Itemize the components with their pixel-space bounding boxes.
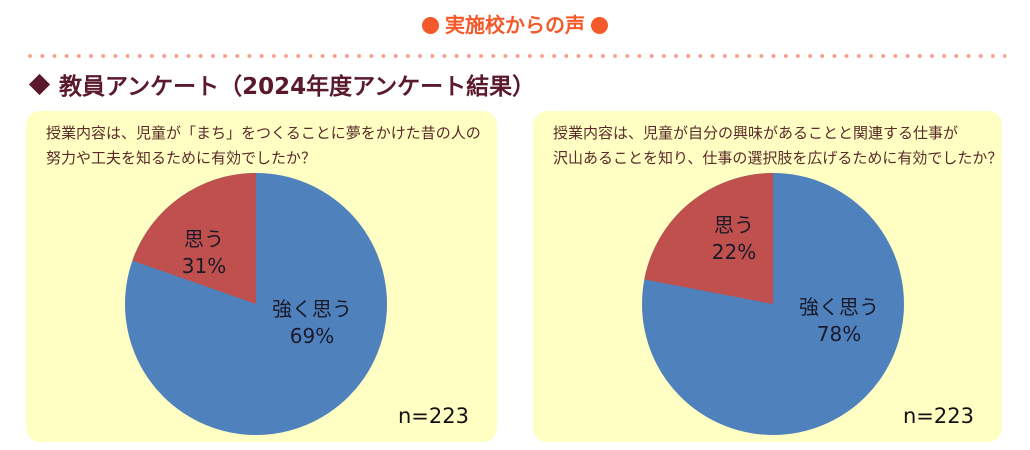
- slice-agree: [644, 173, 773, 304]
- question-text: 授業内容は、児童が自分の興味があることと関連する仕事が 沢山あることを知り、仕事…: [553, 121, 1002, 171]
- pie-chart-2: 思う 22% 強く思う 78%: [641, 172, 905, 436]
- dotted-divider: [24, 53, 1006, 59]
- question-text: 授業内容は、児童が「まち」をつくることに夢をかけた昔の人の 努力や工夫を知るため…: [46, 121, 481, 171]
- slice-category: 強く思う: [272, 297, 352, 321]
- slice-label-strongly-agree: 強く思う 78%: [779, 294, 899, 348]
- pie-svg: [642, 173, 904, 435]
- section-title-text: 実施校からの声: [445, 13, 585, 37]
- sample-size: n=223: [398, 404, 469, 428]
- slice-category: 強く思う: [799, 295, 879, 319]
- pie-chart-1: 思う 31% 強く思う 69%: [124, 172, 388, 436]
- diamond-icon: [28, 73, 51, 96]
- question-line-1: 授業内容は、児童が「まち」をつくることに夢をかけた昔の人の: [46, 124, 481, 142]
- slice-percent: 78%: [816, 322, 862, 346]
- slice-label-strongly-agree: 強く思う 69%: [252, 296, 372, 350]
- page-heading: 教員アンケート（2024年度アンケート結果）: [28, 70, 535, 104]
- slice-percent: 22%: [711, 240, 757, 264]
- slice-category: 思う: [184, 227, 224, 251]
- slice-percent: 69%: [289, 324, 335, 348]
- slice-category: 思う: [714, 213, 754, 237]
- orange-dot-icon: [591, 17, 608, 34]
- slice-agree: [132, 173, 256, 304]
- slice-label-agree: 思う 22%: [689, 212, 779, 266]
- orange-dot-icon: [422, 17, 439, 34]
- survey-panel-1: 授業内容は、児童が「まち」をつくることに夢をかけた昔の人の 努力や工夫を知るため…: [26, 111, 497, 442]
- slice-percent: 31%: [181, 254, 227, 278]
- question-line-2: 沢山あることを知り、仕事の選択肢を広げるために有効でしたか？: [553, 149, 1003, 167]
- question-line-1: 授業内容は、児童が自分の興味があることと関連する仕事が: [553, 124, 959, 142]
- section-title: 実施校からの声: [0, 10, 1030, 40]
- question-line-2: 努力や工夫を知るために有効でしたか？: [46, 149, 317, 167]
- heading-text: 教員アンケート（2024年度アンケート結果）: [59, 74, 536, 100]
- slice-label-agree: 思う 31%: [152, 226, 256, 280]
- pie-svg: [125, 173, 387, 435]
- sample-size: n=223: [903, 404, 974, 428]
- survey-panel-2: 授業内容は、児童が自分の興味があることと関連する仕事が 沢山あることを知り、仕事…: [533, 111, 1002, 442]
